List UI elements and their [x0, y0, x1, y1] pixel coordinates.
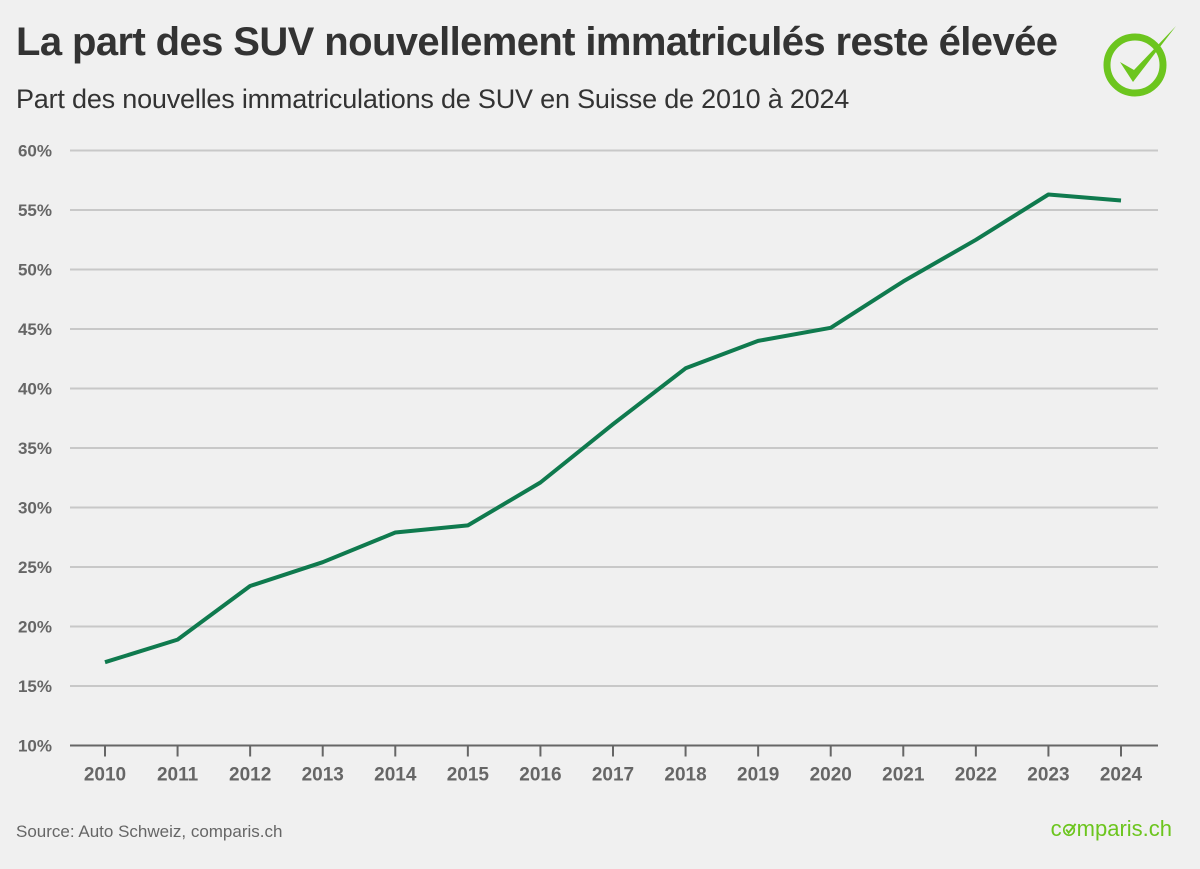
series-line	[104, 192, 1122, 665]
y-axis: 10% 15% 20% 25% 30% 35% 40% 45% 50% 55% 60%	[18, 142, 52, 756]
y-tick-label: 60%	[18, 142, 52, 161]
y-tick-label: 55%	[18, 201, 52, 220]
y-tick-label: 10%	[18, 737, 52, 756]
brand-logo: c mparis.ch	[1051, 816, 1172, 842]
x-tick-label: 2021	[882, 765, 925, 786]
x-tick-label: 2018	[664, 765, 706, 786]
brand-suffix: mparis.ch	[1076, 816, 1172, 841]
chart-subtitle: Part des nouvelles immatriculations de S…	[16, 84, 850, 114]
y-tick-label: 20%	[18, 618, 52, 637]
x-axis: 2010 2011 2012 2013 2014 2015 2016 2017 2018 2019…	[70, 744, 1158, 786]
checkmark-circle-icon	[1103, 26, 1176, 97]
brand-check-icon	[1062, 823, 1076, 837]
x-tick-label: 2014	[374, 765, 417, 786]
x-tick-label: 2015	[447, 765, 490, 786]
y-tick-label: 25%	[18, 558, 52, 577]
x-tick-label: 2010	[84, 765, 126, 786]
x-tick-label: 2013	[302, 765, 344, 786]
y-tick-label: 15%	[18, 677, 52, 696]
x-tick-label: 2020	[810, 765, 852, 786]
y-tick-label: 50%	[18, 261, 52, 280]
y-tick-label: 45%	[18, 320, 52, 339]
x-tick-label: 2024	[1100, 765, 1143, 786]
x-tick-label: 2012	[229, 765, 271, 786]
chart-title: La part des SUV nouvellement immatriculé…	[16, 20, 1058, 64]
x-tick-label: 2017	[592, 765, 634, 786]
x-tick-label: 2022	[955, 765, 997, 786]
y-tick-label: 35%	[18, 439, 52, 458]
source-note: Source: Auto Schweiz, comparis.ch	[16, 822, 283, 841]
y-tick-label: 30%	[18, 499, 52, 518]
series-layer	[104, 192, 1122, 665]
x-tick-label: 2016	[519, 765, 561, 786]
brand-prefix: c	[1050, 816, 1062, 841]
x-tick-label: 2019	[737, 765, 779, 786]
x-tick-label: 2011	[157, 765, 199, 786]
gridlines	[70, 149, 1158, 687]
y-tick-label: 40%	[18, 380, 52, 399]
x-tick-label: 2023	[1027, 765, 1069, 786]
